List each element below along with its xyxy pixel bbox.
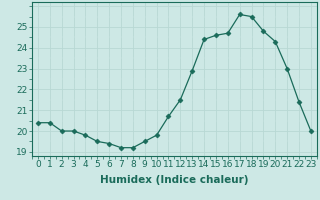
X-axis label: Humidex (Indice chaleur): Humidex (Indice chaleur) bbox=[100, 175, 249, 185]
